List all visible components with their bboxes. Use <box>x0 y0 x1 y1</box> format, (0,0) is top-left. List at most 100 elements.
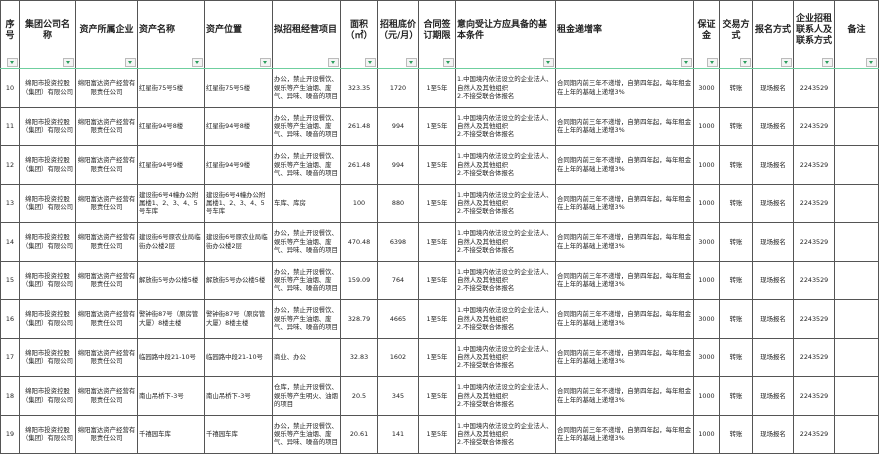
cell-term[interactable]: 1至5年 <box>418 260 456 300</box>
cell-area[interactable]: 20.61 <box>340 414 378 454</box>
cell-owner[interactable]: 绵阳富达资产经营有限责任公司 <box>75 106 138 146</box>
cell-area[interactable]: 261.48 <box>340 145 378 185</box>
cell-group[interactable]: 绵阳市投资控股（集团）有限公司 <box>19 337 76 377</box>
cell-project[interactable]: 办公，禁止开设餐饮、娱乐等产生油烟、废气、异味、噪音的项目 <box>272 414 341 454</box>
cell-conditions[interactable]: 1.中国境内依法设立的企业法人、自然人及其他组织 2.不接受联合体报名 <box>455 183 556 223</box>
cell-trade[interactable]: 转账 <box>719 68 753 108</box>
cell-conditions[interactable]: 1.中国境内依法设立的企业法人、自然人及其他组织 2.不接受联合体报名 <box>455 299 556 339</box>
cell-location[interactable]: 红星街75号5楼 <box>204 68 273 108</box>
cell-owner[interactable]: 绵阳富达资产经营有限责任公司 <box>75 145 138 185</box>
cell-name[interactable]: 警钟街87号（原房管大厦）8楼主楼 <box>137 299 205 339</box>
cell-price[interactable]: 1602 <box>377 337 419 377</box>
cell-contact[interactable]: 2243529 <box>793 414 835 454</box>
cell-price[interactable]: 764 <box>377 260 419 300</box>
cell-name[interactable]: 临园路中段21-10号 <box>137 337 205 377</box>
cell-term[interactable]: 1至5年 <box>418 106 456 146</box>
cell-area[interactable]: 323.35 <box>340 68 378 108</box>
cell-group[interactable]: 绵阳市投资控股（集团）有限公司 <box>19 183 76 223</box>
cell-signup[interactable]: 现场报名 <box>752 299 794 339</box>
cell-term[interactable]: 1至5年 <box>418 68 456 108</box>
cell-note[interactable] <box>834 183 879 223</box>
cell-deposit[interactable]: 1000 <box>693 145 720 185</box>
cell-no[interactable]: 14 <box>0 222 20 262</box>
cell-price[interactable]: 880 <box>377 183 419 223</box>
cell-no[interactable]: 10 <box>0 68 20 108</box>
cell-area[interactable]: 328.79 <box>340 299 378 339</box>
cell-trade[interactable]: 转账 <box>719 260 753 300</box>
cell-note[interactable] <box>834 337 879 377</box>
cell-owner[interactable]: 绵阳富达资产经营有限责任公司 <box>75 68 138 108</box>
cell-signup[interactable]: 现场报名 <box>752 183 794 223</box>
cell-trade[interactable]: 转账 <box>719 376 753 416</box>
cell-signup[interactable]: 现场报名 <box>752 68 794 108</box>
cell-location[interactable]: 建设街6号4幢办公附属楼1、2、3、4、5号车库 <box>204 183 273 223</box>
cell-owner[interactable]: 绵阳富达资产经营有限责任公司 <box>75 337 138 377</box>
cell-term[interactable]: 1至5年 <box>418 222 456 262</box>
cell-conditions[interactable]: 1.中国境内依法设立的企业法人、自然人及其他组织 2.不接受联合体报名 <box>455 260 556 300</box>
cell-location[interactable]: 红星街94号8楼 <box>204 106 273 146</box>
cell-price[interactable]: 994 <box>377 145 419 185</box>
cell-term[interactable]: 1至5年 <box>418 145 456 185</box>
cell-group[interactable]: 绵阳市投资控股（集团）有限公司 <box>19 68 76 108</box>
cell-name[interactable]: 解放街5号办公楼5楼 <box>137 260 205 300</box>
cell-term[interactable]: 1至5年 <box>418 183 456 223</box>
filter-dropdown-icon[interactable] <box>7 58 18 67</box>
cell-location[interactable]: 南山吊桥下-3号 <box>204 376 273 416</box>
cell-no[interactable]: 15 <box>0 260 20 300</box>
cell-signup[interactable]: 现场报名 <box>752 337 794 377</box>
filter-dropdown-icon[interactable] <box>866 58 877 67</box>
cell-note[interactable] <box>834 145 879 185</box>
cell-contact[interactable]: 2243529 <box>793 222 835 262</box>
cell-no[interactable]: 12 <box>0 145 20 185</box>
cell-increase[interactable]: 合同期内前三年不递增，自第四年起，每年租金在上年的基础上递增3% <box>555 299 694 339</box>
cell-note[interactable] <box>834 106 879 146</box>
cell-location[interactable]: 红星街94号9楼 <box>204 145 273 185</box>
cell-signup[interactable]: 现场报名 <box>752 106 794 146</box>
cell-deposit[interactable]: 3000 <box>693 299 720 339</box>
cell-contact[interactable]: 2243529 <box>793 183 835 223</box>
cell-group[interactable]: 绵阳市投资控股（集团）有限公司 <box>19 299 76 339</box>
cell-contact[interactable]: 2243529 <box>793 68 835 108</box>
cell-project[interactable]: 办公，禁止开设餐饮、娱乐等产生油烟、废气、异味、噪音的项目 <box>272 68 341 108</box>
cell-increase[interactable]: 合同期内前三年不递增，自第四年起，每年租金在上年的基础上递增3% <box>555 260 694 300</box>
cell-group[interactable]: 绵阳市投资控股（集团）有限公司 <box>19 260 76 300</box>
cell-owner[interactable]: 绵阳富达资产经营有限责任公司 <box>75 376 138 416</box>
cell-conditions[interactable]: 1.中国境内依法设立的企业法人、自然人及其他组织 2.不接受联合体报名 <box>455 414 556 454</box>
filter-dropdown-icon[interactable] <box>192 58 203 67</box>
cell-deposit[interactable]: 3000 <box>693 68 720 108</box>
cell-increase[interactable]: 合同期内前三年不递增，自第四年起，每年租金在上年的基础上递增3% <box>555 222 694 262</box>
cell-term[interactable]: 1至5年 <box>418 414 456 454</box>
filter-dropdown-icon[interactable] <box>406 58 417 67</box>
cell-signup[interactable]: 现场报名 <box>752 145 794 185</box>
cell-conditions[interactable]: 1.中国境内依法设立的企业法人、自然人及其他组织 2.不接受联合体报名 <box>455 222 556 262</box>
cell-increase[interactable]: 合同期内前三年不递增，自第四年起，每年租金在上年的基础上递增3% <box>555 145 694 185</box>
cell-name[interactable]: 南山吊桥下-3号 <box>137 376 205 416</box>
cell-deposit[interactable]: 1000 <box>693 106 720 146</box>
cell-contact[interactable]: 2243529 <box>793 337 835 377</box>
cell-term[interactable]: 1至5年 <box>418 337 456 377</box>
cell-area[interactable]: 159.09 <box>340 260 378 300</box>
filter-dropdown-icon[interactable] <box>740 58 751 67</box>
cell-contact[interactable]: 2243529 <box>793 260 835 300</box>
cell-trade[interactable]: 转账 <box>719 337 753 377</box>
cell-conditions[interactable]: 1.中国境内依法设立的企业法人、自然人及其他组织 2.不接受联合体报名 <box>455 337 556 377</box>
cell-conditions[interactable]: 1.中国境内依法设立的企业法人、自然人及其他组织 2.不接受联合体报名 <box>455 68 556 108</box>
cell-signup[interactable]: 现场报名 <box>752 260 794 300</box>
cell-area[interactable]: 32.83 <box>340 337 378 377</box>
cell-price[interactable]: 994 <box>377 106 419 146</box>
cell-conditions[interactable]: 1.中国境内依法设立的企业法人、自然人及其他组织 2.不接受联合体报名 <box>455 145 556 185</box>
filter-dropdown-icon[interactable] <box>328 58 339 67</box>
cell-name[interactable]: 红星街75号5楼 <box>137 68 205 108</box>
cell-note[interactable] <box>834 260 879 300</box>
cell-increase[interactable]: 合同期内前三年不递增，自第四年起，每年租金在上年的基础上递增3% <box>555 68 694 108</box>
cell-contact[interactable]: 2243529 <box>793 299 835 339</box>
cell-deposit[interactable]: 1000 <box>693 414 720 454</box>
cell-group[interactable]: 绵阳市投资控股（集团）有限公司 <box>19 376 76 416</box>
filter-dropdown-icon[interactable] <box>781 58 792 67</box>
cell-no[interactable]: 13 <box>0 183 20 223</box>
filter-dropdown-icon[interactable] <box>365 58 376 67</box>
cell-no[interactable]: 18 <box>0 376 20 416</box>
cell-deposit[interactable]: 1000 <box>693 376 720 416</box>
cell-group[interactable]: 绵阳市投资控股（集团）有限公司 <box>19 414 76 454</box>
cell-no[interactable]: 17 <box>0 337 20 377</box>
